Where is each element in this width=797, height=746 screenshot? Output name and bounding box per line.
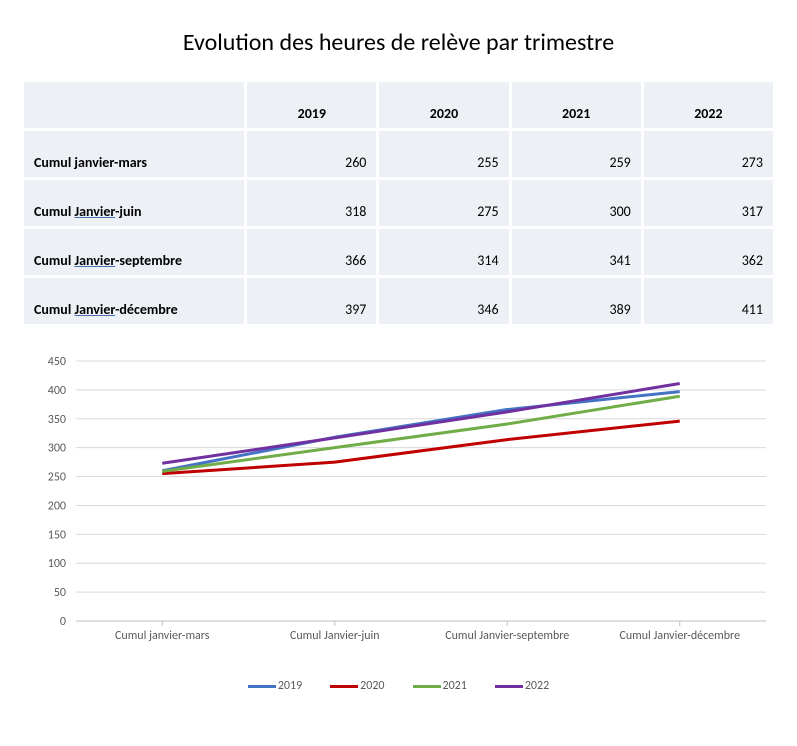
series-2019 <box>162 392 680 471</box>
table-cell: 314 <box>379 229 508 275</box>
row-header: Cumul Janvier-septembre <box>24 229 244 275</box>
svg-text:250: 250 <box>48 471 66 485</box>
col-header: 2019 <box>247 82 376 128</box>
col-header: 2021 <box>512 82 641 128</box>
table-cell: 300 <box>512 180 641 226</box>
table-corner-cell <box>24 82 244 128</box>
svg-text:200: 200 <box>48 499 66 513</box>
svg-text:150: 150 <box>48 528 66 542</box>
table-cell: 346 <box>379 278 508 324</box>
data-table: 2019 2020 2021 2022 Cumul janvier-mars26… <box>21 79 776 327</box>
legend-swatch <box>495 685 523 688</box>
legend-label: 2019 <box>278 679 302 693</box>
legend-item: 2020 <box>330 679 384 693</box>
table-cell: 362 <box>644 229 773 275</box>
table-row: Cumul Janvier-décembre397346389411 <box>24 278 773 324</box>
svg-text:300: 300 <box>48 442 66 456</box>
svg-text:Cumul Janvier-septembre: Cumul Janvier-septembre <box>445 629 569 643</box>
svg-text:Cumul Janvier-décembre: Cumul Janvier-décembre <box>619 629 740 643</box>
legend-item: 2019 <box>248 679 302 693</box>
page-title: Evolution des heures de relève par trime… <box>20 28 777 57</box>
table-cell: 366 <box>247 229 376 275</box>
legend-label: 2022 <box>525 679 549 693</box>
line-chart: 0 50 100 150 200 250 300 350 400 450 Cumul janvier… <box>21 351 776 693</box>
legend-label: 2021 <box>443 679 467 693</box>
svg-text:400: 400 <box>48 384 66 398</box>
table-cell: 275 <box>379 180 508 226</box>
svg-text:Cumul Janvier-juin: Cumul Janvier-juin <box>290 629 380 643</box>
legend-item: 2021 <box>413 679 467 693</box>
row-header: Cumul Janvier-juin <box>24 180 244 226</box>
col-header: 2020 <box>379 82 508 128</box>
table-cell: 318 <box>247 180 376 226</box>
table-row: Cumul janvier-mars260255259273 <box>24 131 773 177</box>
table-cell: 411 <box>644 278 773 324</box>
table-header-row: 2019 2020 2021 2022 <box>24 82 773 128</box>
table-cell: 389 <box>512 278 641 324</box>
table-cell: 317 <box>644 180 773 226</box>
series-2021 <box>162 396 680 471</box>
table-cell: 397 <box>247 278 376 324</box>
table-cell: 255 <box>379 131 508 177</box>
table-cell: 260 <box>247 131 376 177</box>
svg-text:100: 100 <box>48 557 66 571</box>
svg-text:Cumul janvier-mars: Cumul janvier-mars <box>115 629 210 643</box>
row-header: Cumul Janvier-décembre <box>24 278 244 324</box>
chart-legend: 2019 2020 2021 2022 <box>21 679 776 693</box>
svg-text:450: 450 <box>48 355 66 369</box>
table-row: Cumul Janvier-juin318275300317 <box>24 180 773 226</box>
table-cell: 259 <box>512 131 641 177</box>
legend-swatch <box>248 685 276 688</box>
table-cell: 273 <box>644 131 773 177</box>
legend-swatch <box>413 685 441 688</box>
chart-svg: 0 50 100 150 200 250 300 350 400 450 Cumul janvier… <box>21 351 776 671</box>
col-header: 2022 <box>644 82 773 128</box>
svg-text:350: 350 <box>48 413 66 427</box>
table-row: Cumul Janvier-septembre366314341362 <box>24 229 773 275</box>
legend-swatch <box>330 685 358 688</box>
svg-text:50: 50 <box>54 586 66 600</box>
row-header: Cumul janvier-mars <box>24 131 244 177</box>
legend-item: 2022 <box>495 679 549 693</box>
svg-text:0: 0 <box>60 615 66 629</box>
legend-label: 2020 <box>360 679 384 693</box>
table-cell: 341 <box>512 229 641 275</box>
